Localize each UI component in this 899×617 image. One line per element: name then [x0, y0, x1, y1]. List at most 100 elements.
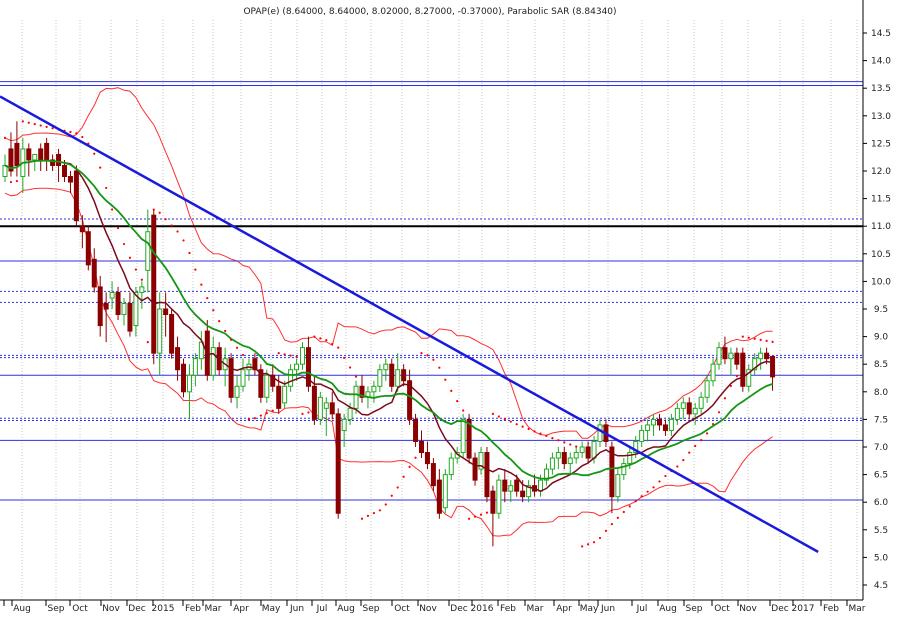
- sar-dot: [479, 513, 483, 516]
- sar-dot: [723, 397, 727, 400]
- sar-dot: [122, 242, 126, 246]
- sar-dot: [51, 127, 54, 130]
- sar-dot: [717, 411, 721, 414]
- candle-body: [448, 457, 454, 476]
- candle-body: [520, 490, 526, 498]
- sar-dot: [194, 268, 197, 271]
- sar-dot: [747, 336, 750, 339]
- candle-body: [698, 396, 704, 409]
- sar-dot: [700, 439, 703, 442]
- sar-dot: [140, 278, 143, 281]
- sar-dot: [134, 268, 137, 271]
- x-tick-label: Nov: [739, 604, 757, 614]
- sar-dot: [164, 218, 167, 221]
- sar-dot: [366, 514, 370, 517]
- sar-dot: [325, 338, 328, 342]
- candle-body: [151, 214, 157, 354]
- sar-dot: [765, 339, 768, 342]
- candle-body: [734, 352, 740, 365]
- candle-body: [561, 452, 567, 465]
- candle-body: [686, 402, 692, 415]
- x-tick-label: Dec: [450, 604, 467, 614]
- sar-dot: [39, 124, 42, 127]
- candle-body: [752, 358, 758, 371]
- sar-dot: [682, 459, 685, 462]
- candle-body: [526, 485, 532, 498]
- x-tick-label: Jun: [600, 604, 615, 614]
- sar-dot: [307, 411, 310, 414]
- sar-dot: [533, 430, 536, 433]
- candle-body: [109, 291, 115, 299]
- candle-body: [192, 358, 198, 376]
- x-tick-label: Oct: [714, 604, 730, 614]
- candle-body: [621, 463, 627, 476]
- candle-body: [347, 407, 353, 420]
- candle-body: [115, 291, 121, 316]
- sar-dot: [265, 411, 268, 415]
- candle-body: [79, 225, 85, 233]
- candles: [2, 121, 776, 547]
- sar-dot: [551, 437, 554, 440]
- sar-dot: [587, 543, 590, 546]
- candle-body: [579, 446, 585, 454]
- grid-layer: [21, 20, 858, 600]
- chart-title: OPAP(e) (8.64000, 8.64000, 8.02000, 8.27…: [243, 7, 616, 17]
- candle-body: [502, 479, 508, 492]
- sar-dot: [694, 444, 697, 448]
- sar-dot: [444, 378, 447, 381]
- candle-body: [32, 153, 38, 161]
- sar-dot: [99, 166, 102, 169]
- sar-dot: [212, 309, 215, 312]
- x-tick-label: Sep: [48, 604, 65, 614]
- candle-body: [657, 418, 662, 426]
- candle-body: [282, 385, 288, 404]
- candle-body: [234, 385, 240, 398]
- candle-body: [91, 258, 97, 288]
- candle-body: [508, 485, 514, 492]
- sar-dot: [491, 412, 494, 415]
- sar-dot: [545, 434, 548, 438]
- sar-dot: [408, 465, 411, 468]
- sar-dot: [527, 427, 530, 431]
- sar-dot: [9, 180, 13, 184]
- candle-body: [305, 347, 311, 387]
- sar-dot: [402, 475, 405, 478]
- sar-dot: [616, 516, 619, 519]
- candle-body: [496, 479, 502, 514]
- x-tick-label: Aug: [13, 604, 31, 614]
- candle-body: [56, 153, 62, 166]
- sar-dot: [604, 529, 608, 532]
- candle-body: [716, 347, 722, 365]
- candle-body: [26, 148, 32, 161]
- candle-body: [8, 148, 14, 172]
- sar-dot: [331, 342, 334, 346]
- moving-averages: [4, 159, 773, 493]
- sar-dot: [218, 320, 221, 323]
- sar-dot: [706, 432, 709, 435]
- x-tick-label: Nov: [419, 604, 437, 614]
- sar-dot: [592, 541, 596, 544]
- x-tick-label: Jul: [316, 604, 328, 614]
- candle-body: [419, 440, 424, 454]
- moving-average-short-line: [4, 159, 773, 493]
- sar-dot: [111, 208, 114, 211]
- candle-body: [442, 474, 448, 509]
- sar-dot: [81, 135, 84, 139]
- sar-dot: [283, 353, 286, 356]
- bollinger-lower-line: [4, 187, 773, 537]
- x-tick-label: Oct: [394, 604, 410, 614]
- candle-body: [341, 418, 347, 431]
- sar-dot: [360, 517, 364, 520]
- sar-dot: [450, 389, 453, 392]
- x-tick-label: 2017: [792, 604, 815, 614]
- sar-dot: [343, 356, 346, 359]
- candle-body: [389, 363, 395, 387]
- candle-body: [97, 286, 103, 327]
- sar-dot: [634, 500, 637, 503]
- sar-dot: [581, 545, 584, 548]
- sar-dot: [473, 515, 477, 518]
- sar-dot: [337, 346, 340, 349]
- candle-body: [329, 402, 335, 415]
- sar-dot: [235, 346, 239, 349]
